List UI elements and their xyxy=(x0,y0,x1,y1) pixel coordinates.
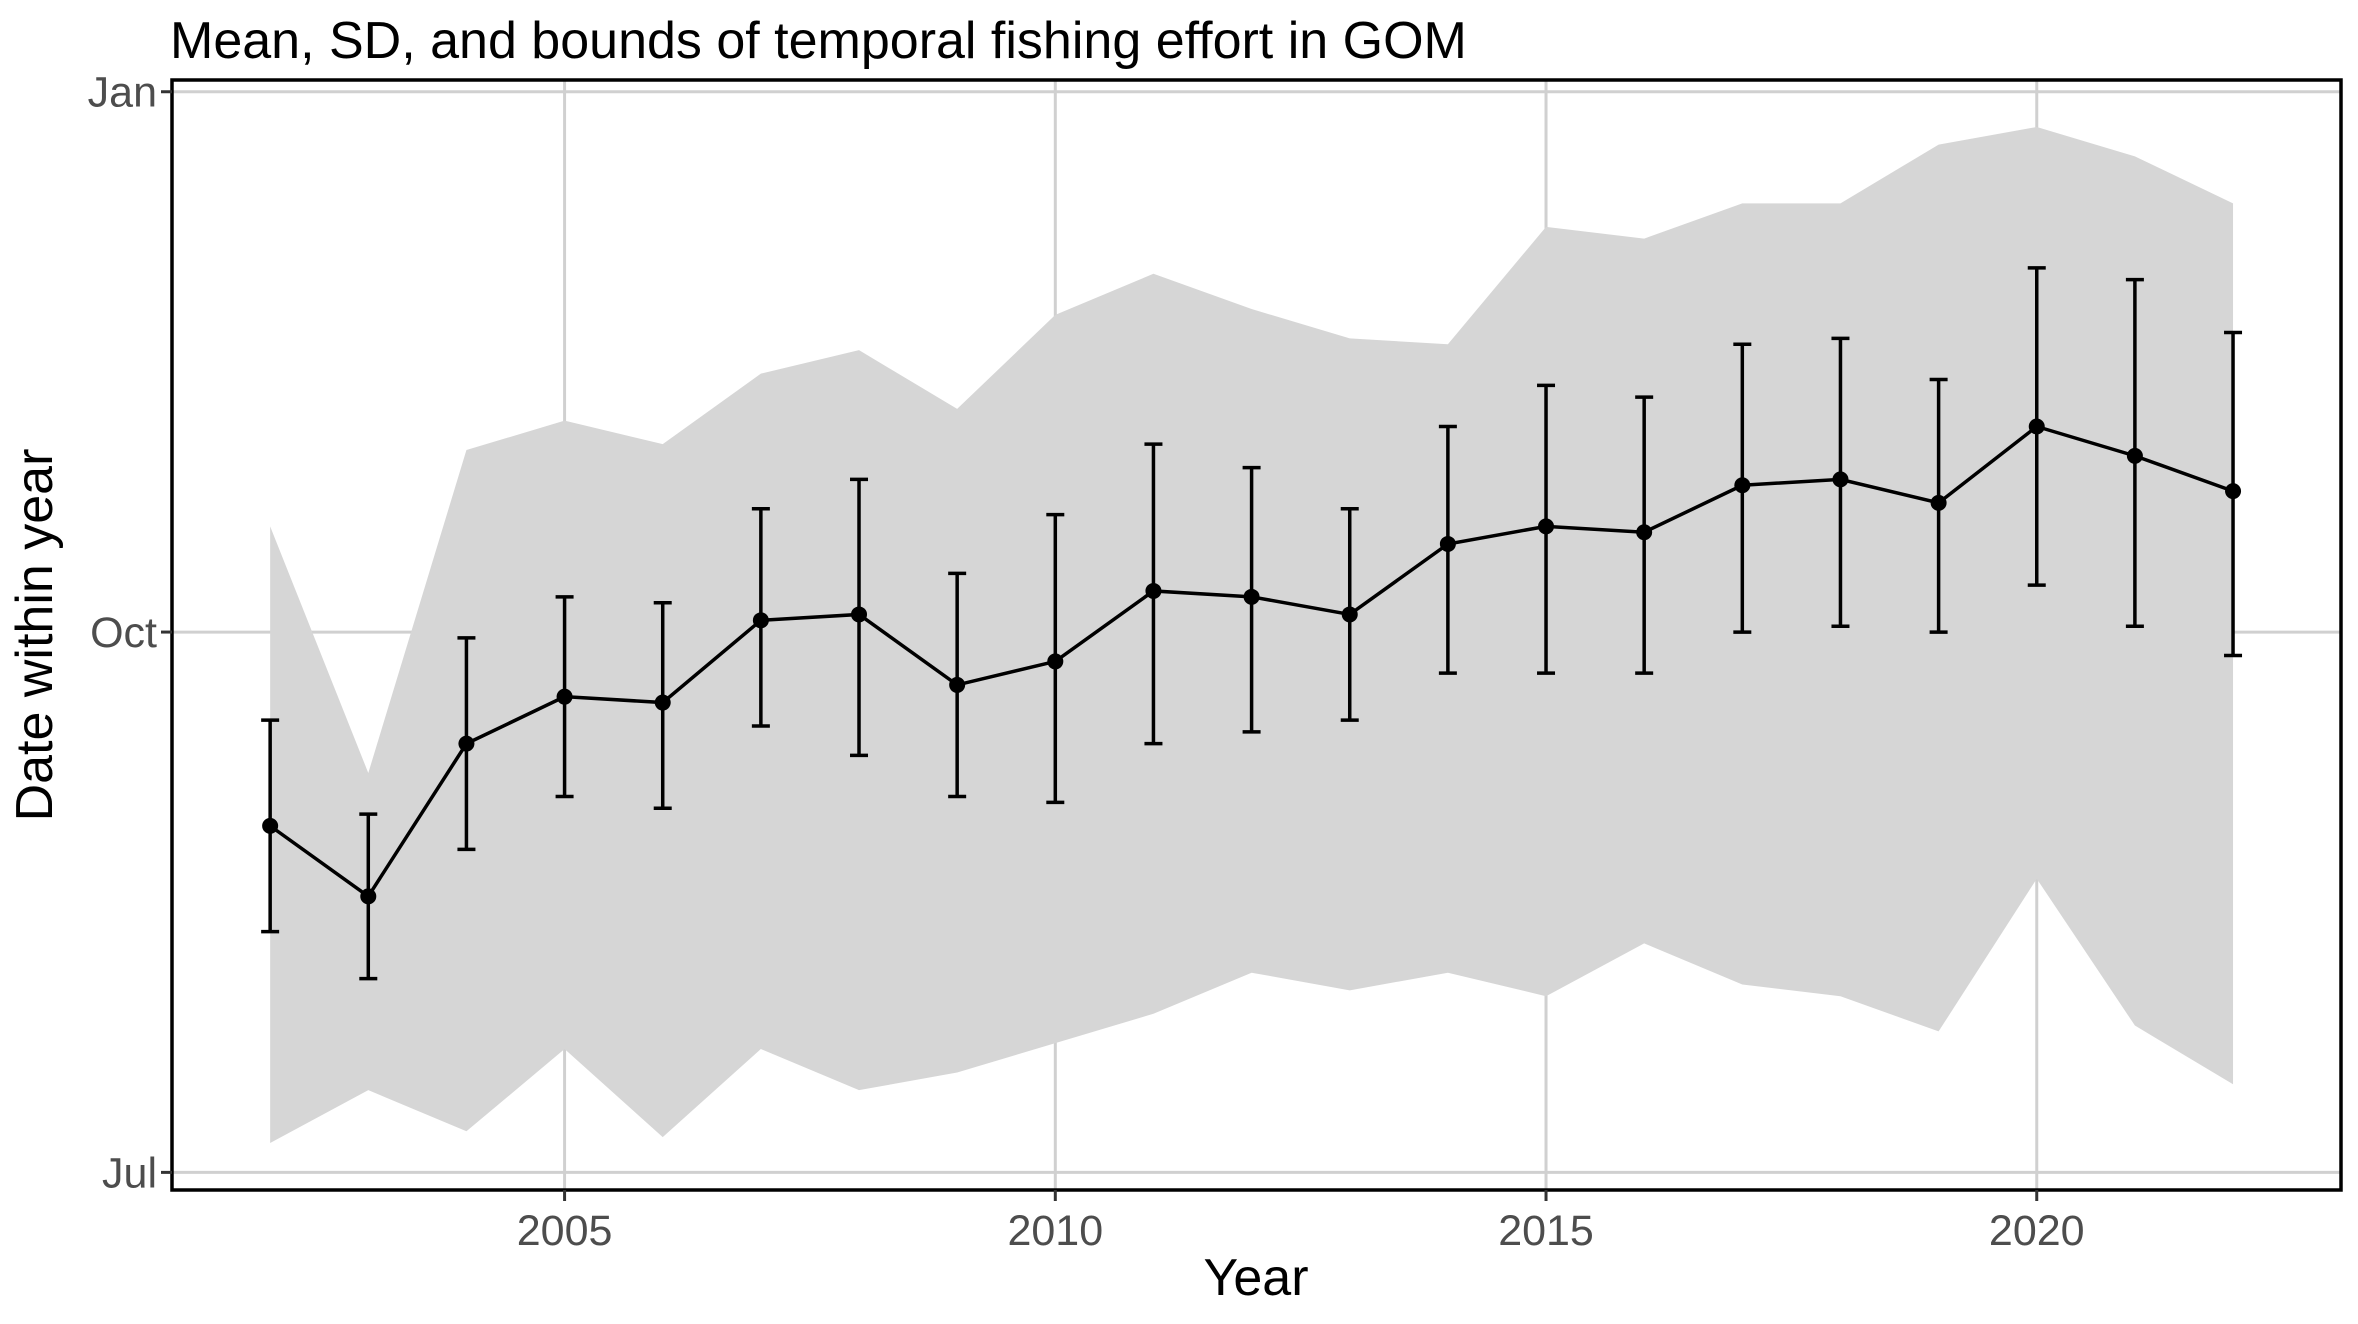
panel-border xyxy=(170,78,2343,1192)
mean-point-2019 xyxy=(1930,494,1947,511)
mean-points xyxy=(262,418,2242,905)
mean-point-2011 xyxy=(1145,582,1162,599)
x-axis-title: Year xyxy=(1203,1249,1308,1307)
mean-point-2012 xyxy=(1243,588,1260,605)
mean-point-2015 xyxy=(1538,518,1555,535)
y-tick-label-jan: Jan xyxy=(88,69,157,117)
mean-point-2020 xyxy=(2028,418,2045,435)
mean-point-2005 xyxy=(556,688,573,705)
x-tick-label-2010: 2010 xyxy=(1007,1207,1103,1255)
mean-point-2002 xyxy=(262,817,279,834)
mean-point-2008 xyxy=(851,606,868,623)
y-tick-label-jul: Jul xyxy=(102,1149,157,1197)
mean-point-2014 xyxy=(1439,535,1456,552)
chart-title: Mean, SD, and bounds of temporal fishing… xyxy=(170,12,1467,70)
x-tick-label-2005: 2005 xyxy=(517,1207,613,1255)
axis-ticks: 2005 2010 2015 2020 Jul Oct Jan xyxy=(88,69,2085,1255)
mean-point-2013 xyxy=(1341,606,1358,623)
y-tick-label-oct: Oct xyxy=(90,609,157,657)
mean-point-2017 xyxy=(1734,477,1751,494)
x-tick-label-2020: 2020 xyxy=(1989,1207,2085,1255)
mean-point-2022 xyxy=(2225,483,2242,500)
mean-point-2009 xyxy=(949,676,966,693)
mean-point-2010 xyxy=(1047,653,1064,670)
mean-point-2021 xyxy=(2126,447,2143,464)
y-axis-title: Date within year xyxy=(6,449,64,822)
mean-point-2018 xyxy=(1832,471,1849,488)
mean-point-2003 xyxy=(360,888,377,905)
mean-point-2016 xyxy=(1636,524,1653,541)
x-tick-label-2015: 2015 xyxy=(1498,1207,1594,1255)
mean-point-2006 xyxy=(654,694,671,711)
mean-point-2007 xyxy=(752,612,769,629)
mean-point-2004 xyxy=(458,735,475,752)
